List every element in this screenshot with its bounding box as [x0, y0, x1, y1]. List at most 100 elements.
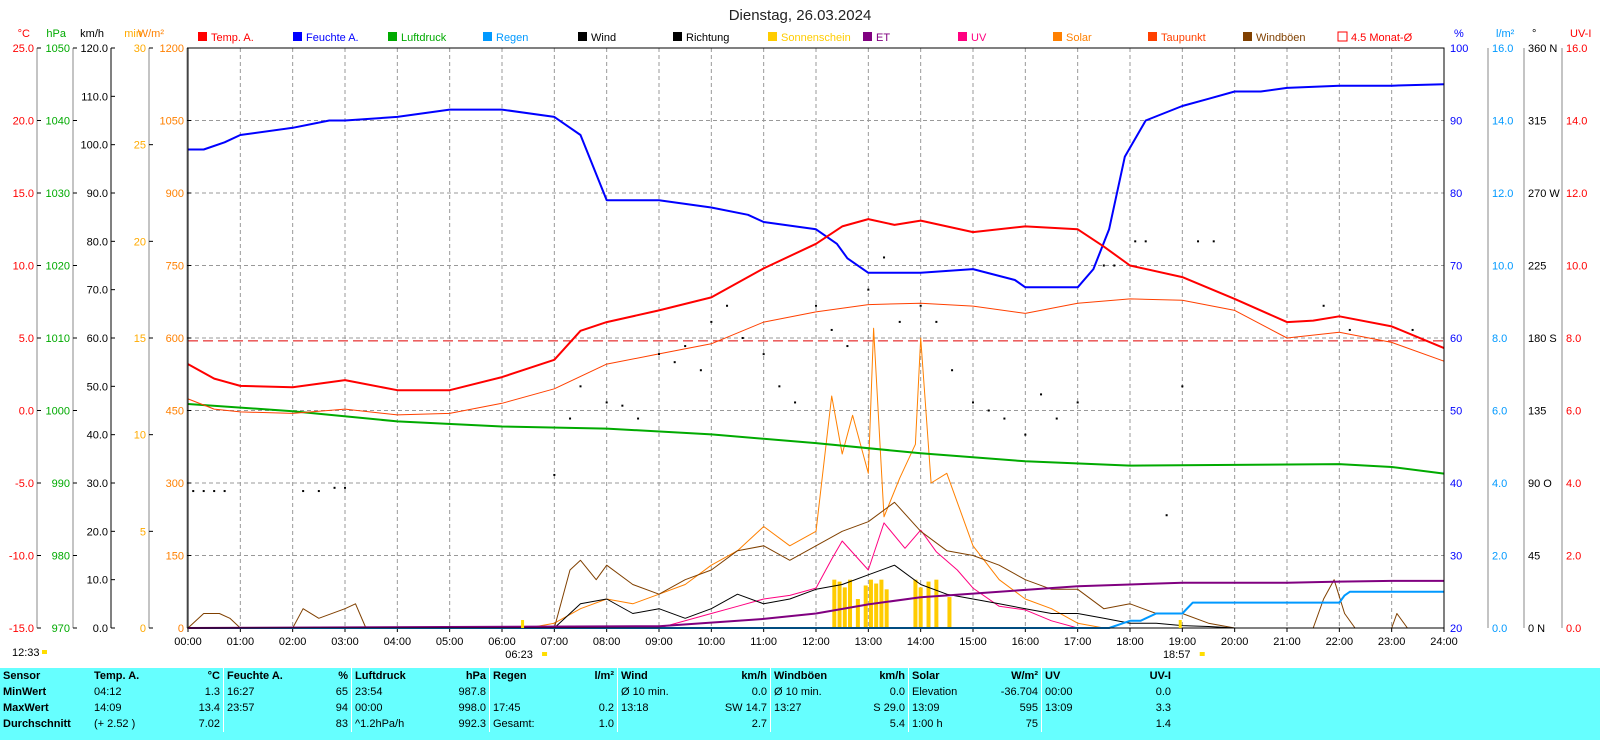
left-axis-tick-label: 1050	[160, 116, 184, 128]
sunrise-sun-icon	[542, 652, 548, 656]
wind-direction-point	[569, 417, 572, 420]
series-line-feuchte-a-	[188, 83, 1445, 289]
stats-cell: 595	[1019, 702, 1038, 714]
left-axis-tick-label: 0.0	[19, 406, 34, 418]
stats-header-cell: Windböen	[770, 668, 852, 684]
right-axis-tick-label: 45	[1528, 551, 1540, 563]
legend-swatch	[483, 32, 492, 41]
stats-cell: SW 14.7	[724, 702, 767, 714]
right-axis-tick-label: 2.0	[1566, 551, 1581, 563]
stats-cell: 1:00 h	[908, 716, 990, 732]
stats-cell: 0.0	[889, 686, 905, 698]
stats-cell: -36.704	[1000, 686, 1038, 698]
wind-direction-point	[815, 304, 817, 307]
wind-direction-point	[213, 490, 216, 493]
stats-header-cell: W/m²	[1011, 670, 1038, 682]
stats-cell: 83	[335, 718, 348, 730]
stats-cell: 17:45	[489, 700, 566, 716]
stats-row: MaxWert 14:09 13.4 23:57 94 00:00 998.0 17:45 0.…	[0, 700, 1174, 716]
sunshine-bar	[879, 579, 884, 628]
wind-direction-point	[202, 490, 205, 493]
right-axis-unit: %	[1454, 28, 1464, 40]
left-axis-tick-label: -5.0	[15, 478, 34, 490]
right-axis-tick-label: 4.0	[1492, 478, 1507, 490]
stats-header-cell: UV	[1041, 668, 1123, 684]
left-axis-tick-label: 990	[52, 478, 70, 490]
right-axis-tick-label: 50	[1450, 406, 1462, 418]
legend-swatch	[1243, 32, 1252, 41]
x-tick-label: 15:00	[959, 636, 987, 648]
statistics-panel: Sensor Temp. A. °C Feuchte A.% Luftdruck hPa R…	[0, 668, 1600, 740]
stats-cell: Gesamt:	[489, 716, 566, 732]
stats-header-cell: Luftdruck	[351, 668, 438, 684]
wind-direction-point	[684, 345, 687, 348]
legend: Temp. A. Feuchte A. Luftdruck Regen Wind Rich…	[198, 31, 1413, 44]
left-axis-tick-label: 0.0	[93, 623, 108, 635]
sunset-sun-icon	[1199, 652, 1205, 656]
wind-direction-point	[1024, 433, 1027, 436]
left-axis-tick-label: 600	[166, 333, 184, 345]
right-axis-tick-label: 16.0	[1566, 43, 1587, 55]
left-axis-tick-label: 5.0	[19, 333, 34, 345]
stats-cell: 5.4	[889, 718, 905, 730]
stats-header-cell: km/h	[741, 670, 767, 682]
stats-cell: 00:00	[351, 700, 438, 716]
left-axis-tick-label: 1200	[160, 43, 184, 55]
wind-direction-point	[605, 401, 608, 404]
wind-direction-point	[867, 288, 870, 291]
wind-direction-point	[1322, 304, 1325, 307]
right-axis-tick-label: 6.0	[1566, 406, 1581, 418]
chart-title: Dienstag, 26.03.2024	[729, 7, 872, 24]
stats-header-cell: Regen	[489, 668, 566, 684]
x-tick-label: 08:00	[593, 636, 621, 648]
wind-direction-point	[762, 353, 765, 356]
stats-cell: 13:09	[908, 700, 990, 716]
stats-cell: 14:09	[94, 702, 122, 714]
right-axis-tick-label: 40	[1450, 478, 1462, 490]
right-axis-unit: °	[1532, 28, 1536, 40]
left-axis-tick-label: 300	[166, 478, 184, 490]
stats-row: Durchschnitt (+ 2.52 ) 7.02 83 ^1.2hPa/h 992.…	[0, 716, 1174, 732]
series-line-luftdruck	[187, 403, 1445, 475]
series-line-windb-en	[187, 501, 1408, 629]
x-tick-label: 20:00	[1221, 636, 1249, 648]
stats-cell: Ø 10 min.	[770, 684, 852, 700]
wind-direction-point	[1102, 264, 1105, 267]
wind-direction-point	[710, 320, 713, 323]
stats-cell: 998.0	[458, 702, 486, 714]
wind-direction-point	[1003, 417, 1006, 420]
x-tick-label: 21:00	[1273, 636, 1301, 648]
left-axis-tick-label: 0	[140, 623, 146, 635]
stats-header-cell: Sensor	[3, 670, 41, 682]
x-tick-label: 11:00	[750, 636, 777, 648]
stats-cell: 7.02	[198, 718, 220, 730]
sunshine-bar	[855, 599, 860, 628]
x-tick-label: 23:00	[1378, 636, 1406, 648]
x-tick-label: 01:00	[227, 636, 255, 648]
right-axis-tick-label: 90	[1450, 116, 1462, 128]
sunshine-bar	[848, 579, 853, 628]
stats-cell	[1041, 716, 1123, 732]
sunshine-bar	[874, 583, 879, 628]
stats-cell: ^1.2hPa/h	[351, 716, 438, 732]
wind-direction-point	[935, 320, 938, 323]
legend-label: Sonnenschein	[781, 32, 851, 44]
legend-label: Richtung	[686, 32, 729, 44]
stats-cell: 0.2	[598, 702, 614, 714]
stats-cell: 1.4	[1155, 718, 1171, 730]
stats-cell: 00:00	[1041, 684, 1123, 700]
left-axis-tick-label: 750	[166, 261, 184, 273]
legend-swatch	[198, 32, 207, 41]
left-axis-tick-label: 980	[52, 551, 70, 563]
wind-direction-point	[741, 337, 744, 339]
sunshine-bar	[913, 579, 918, 628]
wind-direction-point	[1055, 417, 1058, 420]
legend-swatch	[1148, 32, 1157, 41]
right-axis-tick-label: 16.0	[1492, 43, 1513, 55]
stats-header-row: Sensor Temp. A. °C Feuchte A.% Luftdruck hPa R…	[0, 668, 1174, 684]
wind-direction-point	[1411, 328, 1414, 331]
stats-header-cell: °C	[207, 670, 220, 682]
wind-direction-point	[794, 401, 797, 404]
wind-direction-point	[972, 401, 974, 404]
x-tick-label: 06:00	[488, 636, 516, 648]
